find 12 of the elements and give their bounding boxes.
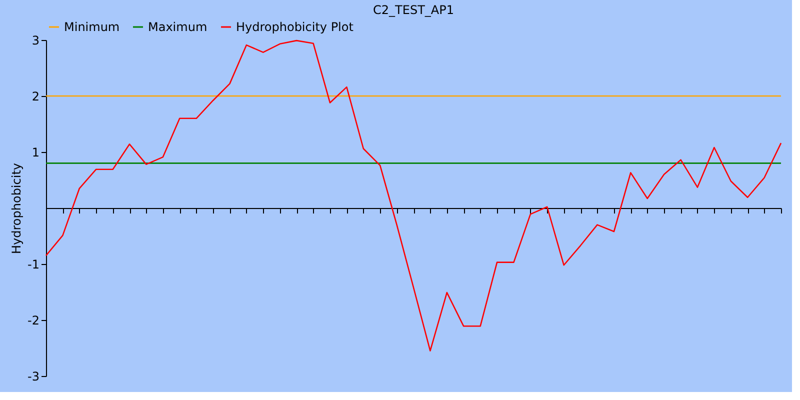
chart-title: C2_TEST_AP1 bbox=[373, 3, 454, 17]
y-tick-label: -2 bbox=[28, 314, 40, 328]
legend-label: Maximum bbox=[148, 20, 208, 34]
legend-label: Minimum bbox=[64, 20, 120, 34]
legend-label: Hydrophobicity Plot bbox=[236, 20, 354, 34]
y-axis-title: Hydrophobicity bbox=[10, 162, 24, 254]
y-tick-label: -3 bbox=[28, 370, 40, 384]
y-tick-label: 1 bbox=[32, 146, 40, 160]
y-tick-label: 2 bbox=[32, 90, 40, 104]
y-tick-label: 3 bbox=[32, 34, 40, 48]
line-series bbox=[45, 40, 782, 352]
y-tick-label: -1 bbox=[28, 258, 40, 272]
